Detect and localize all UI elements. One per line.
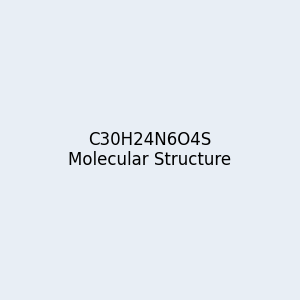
Text: C30H24N6O4S
Molecular Structure: C30H24N6O4S Molecular Structure [68,130,232,170]
